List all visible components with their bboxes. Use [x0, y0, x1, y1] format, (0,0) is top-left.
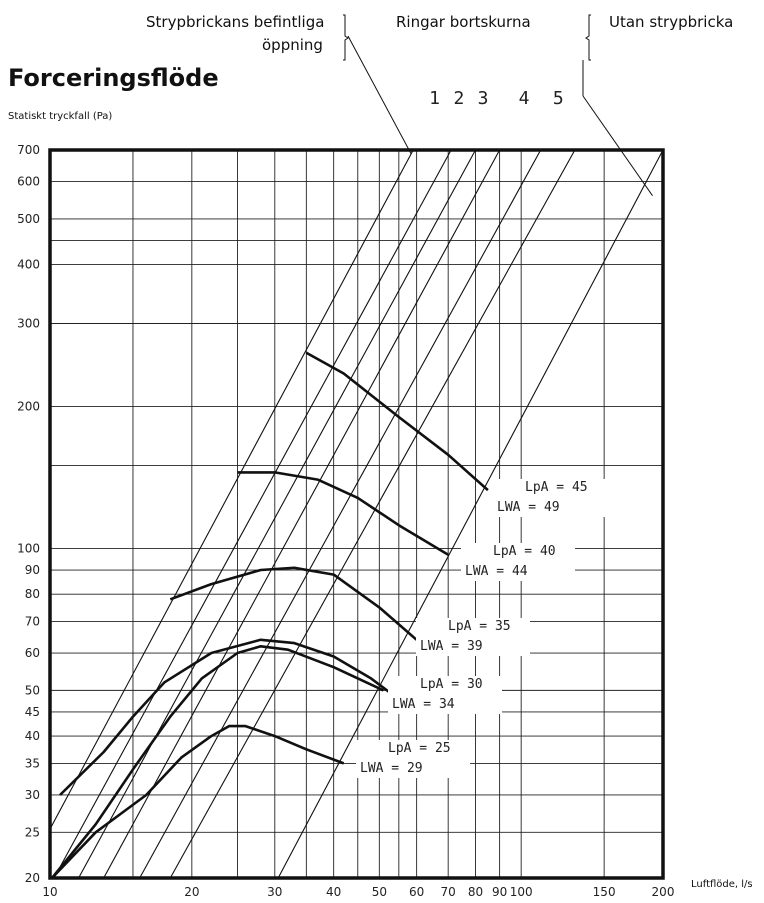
- y-tick-label: 100: [17, 541, 40, 555]
- lwa-label: LWA = 44: [465, 564, 528, 579]
- sound-level-curve: [50, 645, 384, 879]
- sound-label-box: [493, 479, 607, 517]
- y-tick-label: 70: [25, 614, 40, 628]
- sound-label-box: [388, 676, 502, 714]
- y-tick-label: 80: [25, 587, 40, 601]
- header-label-rings-removed: Ringar bortskurna: [396, 13, 531, 31]
- lpa-label: LpA = 45: [525, 480, 588, 495]
- bracket-existing: [343, 14, 349, 61]
- y-tick-label: 500: [17, 212, 40, 226]
- y-tick-label: 30: [25, 788, 40, 802]
- sound-level-curve: [51, 724, 345, 879]
- lpa-label: LpA = 30: [420, 677, 483, 692]
- sound-level-curve: [305, 351, 489, 492]
- sound-label-box: [356, 740, 470, 778]
- lwa-label: LWA = 49: [497, 500, 560, 515]
- lpa-label: LpA = 25: [388, 741, 451, 756]
- header-label-existing-opening-line2: öppning: [262, 36, 323, 54]
- header-label-existing-opening: Strypbrickans befintliga: [146, 13, 325, 31]
- y-tick-label: 20: [25, 871, 40, 885]
- y-tick-label: 25: [25, 825, 40, 839]
- lpa-label: LpA = 35: [448, 619, 511, 634]
- x-tick-label: 100: [510, 885, 533, 899]
- position-line: [139, 150, 542, 878]
- y-tick-label: 60: [25, 646, 40, 660]
- lwa-label: LWA = 39: [420, 639, 483, 654]
- x-tick-label: 60: [409, 885, 424, 899]
- y-tick-label: 40: [25, 729, 40, 743]
- position-line: [50, 150, 414, 831]
- bracket-without: [585, 14, 591, 61]
- y-tick-label: 700: [17, 143, 40, 157]
- x-tick-label: 90: [492, 885, 507, 899]
- position-line: [103, 150, 501, 878]
- position-line: [277, 150, 663, 878]
- y-tick-label: 90: [25, 563, 40, 577]
- position-lines-group: [50, 150, 663, 878]
- x-tick-label: 10: [42, 885, 57, 899]
- leader-line-existing: [347, 35, 412, 155]
- y-tick-label: 400: [17, 258, 40, 272]
- position-line: [169, 150, 576, 878]
- x-tick-label: 20: [184, 885, 199, 899]
- x-tick-label: 150: [593, 885, 616, 899]
- y-tick-label: 600: [17, 175, 40, 189]
- position-line: [53, 150, 452, 878]
- position-line: [78, 150, 476, 878]
- sound-label-box: [416, 618, 530, 656]
- lwa-label: LWA = 34: [392, 697, 455, 712]
- y-tick-label: 200: [17, 400, 40, 414]
- y-tick-label: 300: [17, 316, 40, 330]
- x-tick-label: 40: [326, 885, 341, 899]
- lpa-label: LpA = 40: [493, 544, 556, 559]
- y-tick-label: 45: [25, 705, 40, 719]
- sound-level-curve: [169, 566, 418, 641]
- sound-label-box: [461, 543, 575, 581]
- x-tick-label: 70: [441, 885, 456, 899]
- x-tick-label: 30: [267, 885, 282, 899]
- leader-line-without: [582, 95, 653, 196]
- x-axis-label: Luftflöde, l/s: [691, 879, 753, 890]
- x-tick-label: 80: [468, 885, 483, 899]
- chart-title: Forceringsflöde: [8, 64, 219, 92]
- y-tick-label: 50: [25, 683, 40, 697]
- y-axis-label: Statiskt tryckfall (Pa): [8, 111, 113, 122]
- position-line-number: 3: [478, 88, 489, 109]
- header-label-without-damper: Utan strypbricka: [609, 13, 734, 31]
- position-line-number: 4: [519, 88, 530, 109]
- position-line-number: 5: [553, 88, 564, 109]
- x-tick-label: 50: [372, 885, 387, 899]
- position-line-number: 1: [429, 88, 440, 109]
- sound-level-curve: [237, 471, 449, 556]
- lwa-label: LWA = 29: [360, 761, 423, 776]
- position-line-number: 2: [454, 88, 465, 109]
- x-tick-label: 200: [652, 885, 675, 899]
- plot-frame: [48, 148, 665, 880]
- sound-level-curve: [59, 638, 411, 796]
- y-tick-label: 35: [25, 756, 40, 770]
